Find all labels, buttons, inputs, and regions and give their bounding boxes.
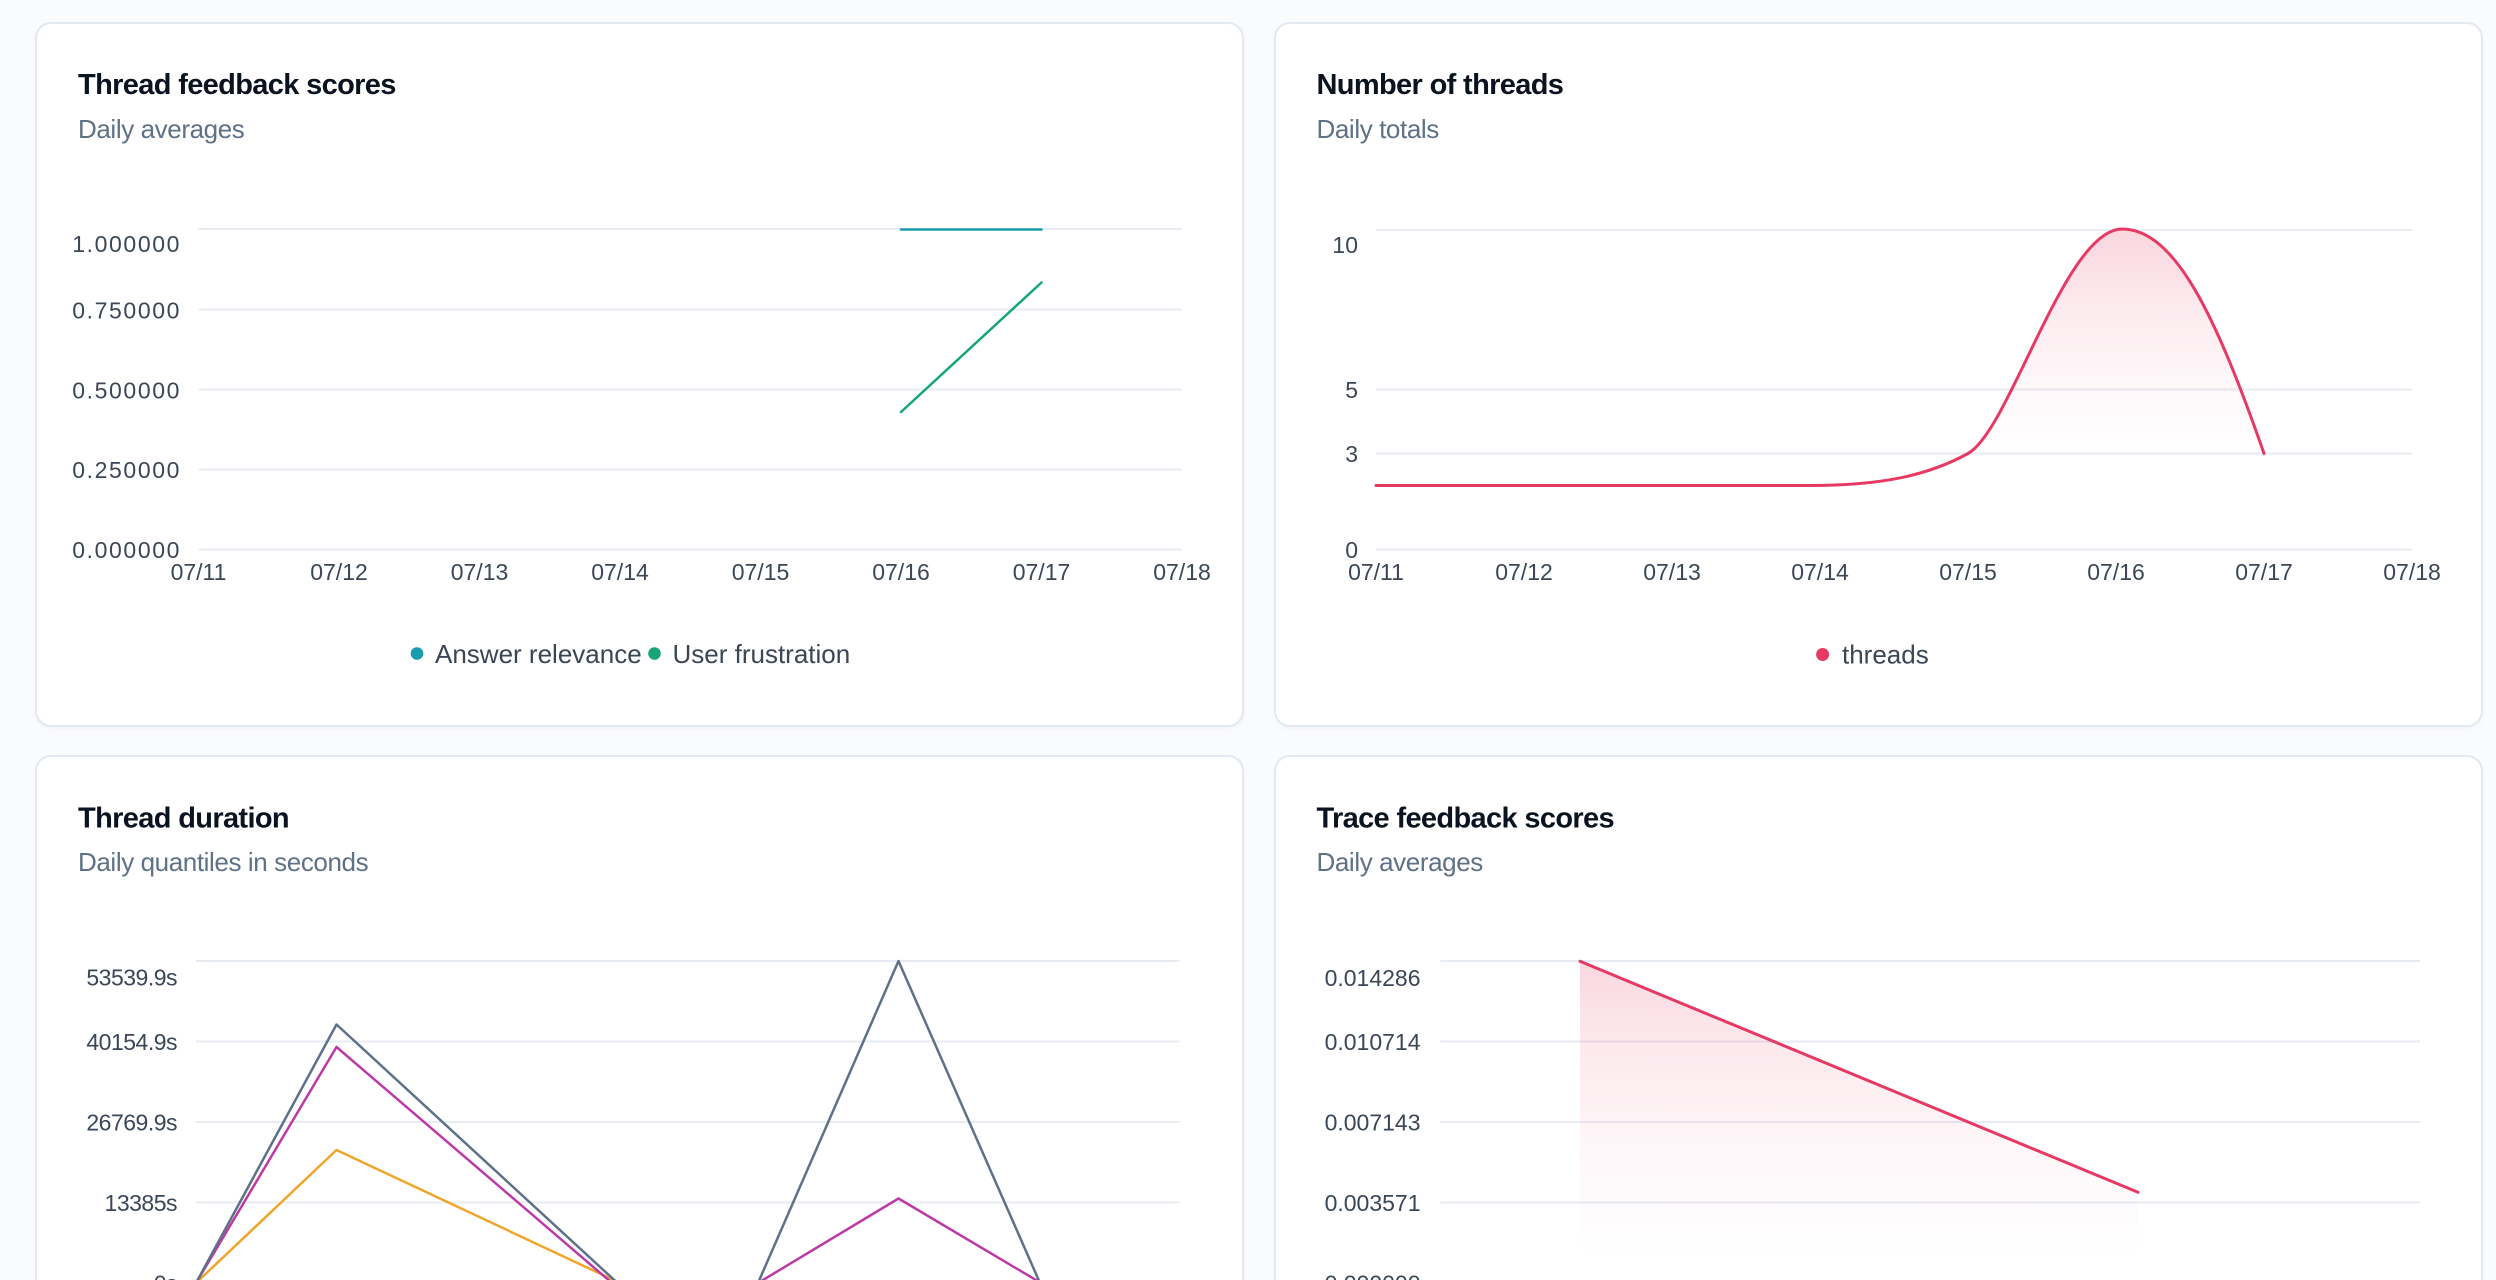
svg-text:07/16: 07/16 <box>872 559 930 585</box>
svg-text:0.007143: 0.007143 <box>1325 1110 1421 1136</box>
svg-text:threads: threads <box>1842 640 1929 670</box>
svg-text:0.000000: 0.000000 <box>72 537 181 563</box>
svg-text:07/11: 07/11 <box>1348 559 1404 585</box>
svg-text:Daily quantiles in seconds: Daily quantiles in seconds <box>78 847 369 877</box>
svg-text:3: 3 <box>1345 441 1358 467</box>
svg-text:07/13: 07/13 <box>451 559 509 585</box>
svg-text:0.014286: 0.014286 <box>1325 965 1421 991</box>
svg-text:0: 0 <box>1345 537 1358 563</box>
svg-text:1.000000: 1.000000 <box>72 231 181 257</box>
svg-text:0.003571: 0.003571 <box>1325 1190 1421 1216</box>
svg-text:0.500000: 0.500000 <box>72 378 181 404</box>
svg-text:07/18: 07/18 <box>1153 559 1211 585</box>
svg-text:53539.9s: 53539.9s <box>86 965 177 991</box>
svg-text:0.750000: 0.750000 <box>72 298 181 324</box>
svg-text:07/16: 07/16 <box>2087 559 2145 585</box>
svg-text:Trace feedback scores: Trace feedback scores <box>1317 803 1615 835</box>
svg-text:07/12: 07/12 <box>310 559 368 585</box>
svg-text:Number of threads: Number of threads <box>1317 69 1564 101</box>
svg-text:0.000000: 0.000000 <box>1325 1271 1421 1280</box>
svg-text:07/18: 07/18 <box>2383 559 2441 585</box>
svg-text:07/12: 07/12 <box>1495 559 1553 585</box>
svg-text:40154.9s: 40154.9s <box>86 1029 177 1055</box>
svg-text:0s: 0s <box>154 1271 177 1280</box>
svg-text:Daily averages: Daily averages <box>1317 847 1484 877</box>
svg-text:07/17: 07/17 <box>2235 559 2293 585</box>
svg-text:10: 10 <box>1332 232 1358 258</box>
svg-text:Daily totals: Daily totals <box>1317 114 1440 144</box>
svg-text:07/17: 07/17 <box>1013 559 1071 585</box>
svg-text:07/14: 07/14 <box>1791 559 1849 585</box>
svg-text:07/15: 07/15 <box>1939 559 1997 585</box>
svg-text:26769.9s: 26769.9s <box>86 1110 177 1136</box>
svg-text:07/14: 07/14 <box>591 559 649 585</box>
svg-text:13385s: 13385s <box>105 1190 177 1216</box>
svg-text:Answer relevance: Answer relevance <box>435 639 642 669</box>
svg-text:5: 5 <box>1345 377 1358 403</box>
svg-text:07/15: 07/15 <box>732 559 790 585</box>
svg-text:0.250000: 0.250000 <box>72 457 181 483</box>
svg-text:0.010714: 0.010714 <box>1325 1029 1421 1055</box>
svg-text:Daily averages: Daily averages <box>78 114 245 144</box>
svg-text:User frustration: User frustration <box>673 639 851 669</box>
svg-text:07/11: 07/11 <box>171 559 227 585</box>
svg-text:Thread duration: Thread duration <box>78 803 289 835</box>
svg-text:07/13: 07/13 <box>1643 559 1701 585</box>
svg-text:Thread feedback scores: Thread feedback scores <box>78 69 396 101</box>
